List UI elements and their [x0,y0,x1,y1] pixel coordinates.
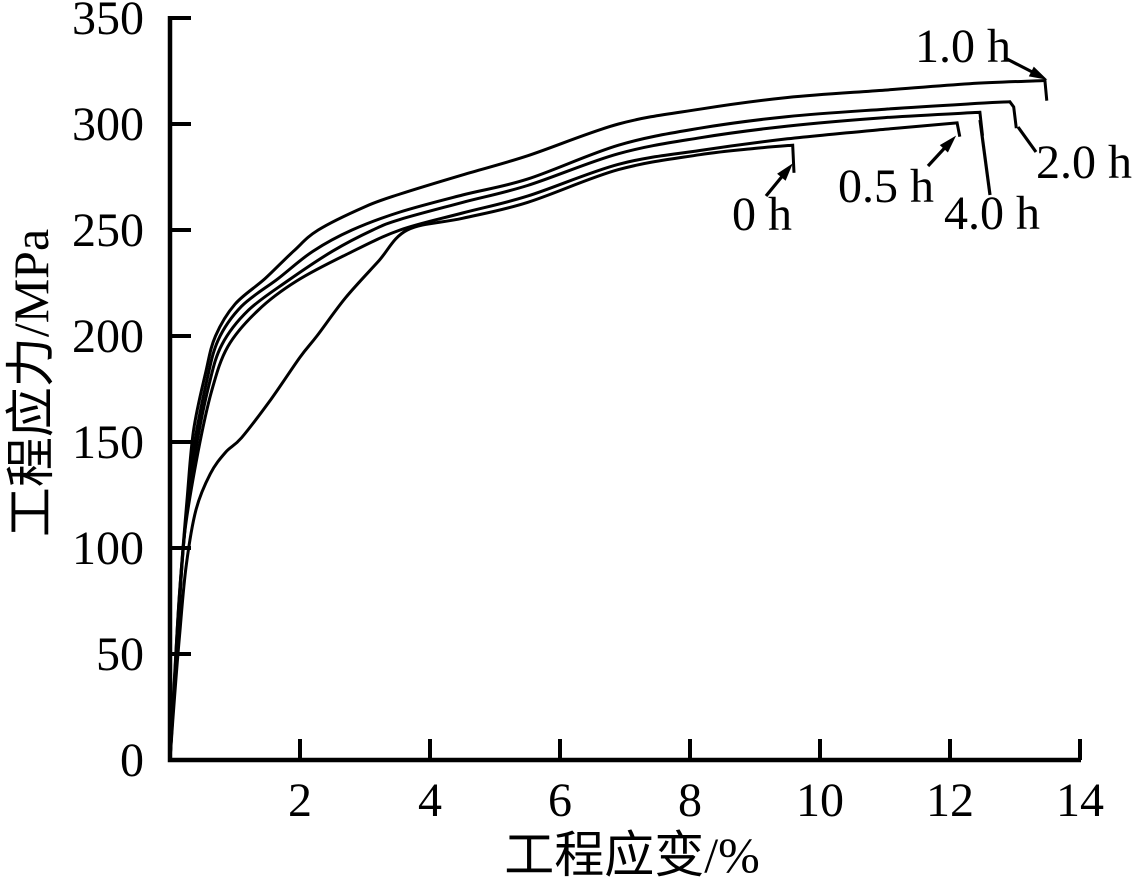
curve-0-5-h [168,121,962,761]
x-axis-title: 工程应变/% [504,827,760,881]
y-axis-title: 工程应力/MPa [3,229,59,537]
curve-0-h [168,143,796,761]
x-tick-label: 8 [678,774,702,827]
y-tick-label: 200 [72,310,144,363]
curve-label-0-h: 0 h [732,188,792,241]
y-tick-label: 250 [72,204,144,257]
curve-label-1-0-h: 1.0 h [915,20,1011,73]
y-tick-label: 100 [72,522,144,575]
y-tick-label: 50 [96,628,144,681]
y-tick-label: 350 [72,0,144,45]
curve-label-2-0-h: 2.0 h [1036,136,1132,189]
leader-line [1016,126,1038,153]
y-tick-label: 0 [120,734,144,787]
plot-area: 0 50 100 150 200 250 300 350 2 4 6 8 10 12 14 1.0 h 2.0 … [72,0,1132,827]
leader-arrowhead [939,135,957,153]
x-tick-label: 2 [288,774,312,827]
y-tick-label: 150 [72,416,144,469]
x-tick-label: 6 [548,774,572,827]
y-tick-label: 300 [72,98,144,151]
x-tick-label: 12 [926,774,974,827]
x-tick-label: 4 [418,774,442,827]
x-tick-label: 14 [1056,774,1104,827]
leader-arrowhead [1028,66,1048,80]
curve-label-0-5-h: 0.5 h [838,160,934,213]
leader-arrowhead [777,163,793,181]
leader-line [978,119,992,196]
curve-label-4-0-h: 4.0 h [944,187,1040,240]
x-tick-label: 10 [796,774,844,827]
axis-lines [167,16,1081,763]
